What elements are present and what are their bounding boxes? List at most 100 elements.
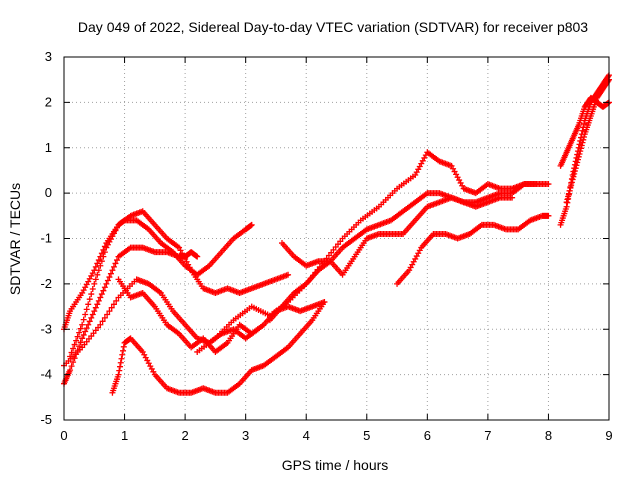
data-point — [576, 150, 583, 157]
data-point — [575, 153, 582, 160]
data-point — [569, 176, 576, 183]
data-point — [73, 337, 80, 344]
data-point — [110, 301, 117, 308]
data-point — [579, 127, 586, 134]
y-tick-label: -2 — [40, 276, 52, 291]
data-point — [571, 170, 578, 177]
data-point — [91, 280, 98, 287]
data-point — [565, 190, 572, 197]
data-point — [98, 258, 105, 265]
data-point — [117, 363, 124, 370]
data-point — [91, 308, 98, 315]
data-point — [100, 287, 107, 294]
data-point — [565, 193, 572, 200]
data-point — [578, 142, 585, 149]
series-9 — [266, 190, 516, 324]
x-tick-label: 9 — [605, 428, 612, 443]
data-point — [194, 253, 201, 260]
data-point — [82, 328, 89, 335]
data-point — [92, 276, 99, 283]
grid-lines — [64, 57, 609, 420]
data-point — [321, 299, 328, 306]
x-tick-label: 4 — [303, 428, 310, 443]
data-point — [605, 77, 612, 84]
data-point — [94, 271, 101, 278]
data-point — [89, 285, 96, 292]
data-point — [110, 263, 117, 270]
data-point — [97, 262, 104, 269]
data-point — [101, 249, 108, 256]
data-point — [567, 185, 574, 192]
data-point — [88, 314, 95, 321]
data-point — [101, 314, 108, 321]
data-point — [79, 335, 86, 342]
data-point — [545, 181, 552, 188]
series-13 — [563, 76, 612, 206]
axis-ticks: 0 1 2 3 4 5 6 7 8 9 -5 -4 -3 -2 -1 0 1 2 3 — [40, 49, 612, 443]
data-point — [98, 291, 105, 298]
x-axis-label: GPS time / hours — [282, 457, 389, 473]
data-point — [118, 355, 125, 362]
data-point — [71, 355, 78, 362]
data-point — [94, 260, 101, 267]
data-point — [109, 267, 116, 274]
data-point — [570, 173, 577, 180]
data-point — [86, 318, 93, 325]
data-point — [100, 253, 107, 260]
data-point — [285, 271, 292, 278]
x-tick-label: 2 — [181, 428, 188, 443]
data-point — [106, 308, 113, 315]
data-point — [580, 136, 587, 143]
data-point — [73, 351, 80, 358]
data-point — [86, 296, 93, 303]
y-tick-label: -1 — [40, 231, 52, 246]
data-point — [92, 263, 99, 270]
data-point — [88, 291, 95, 298]
data-point — [564, 196, 571, 203]
data-point — [103, 280, 110, 287]
data-point — [80, 316, 87, 323]
data-point — [67, 353, 74, 360]
series-7 — [194, 149, 552, 355]
data-point — [107, 270, 114, 277]
data-point — [71, 341, 78, 348]
data-point — [117, 359, 124, 366]
data-point — [83, 325, 90, 332]
x-tick-label: 7 — [484, 428, 491, 443]
y-tick-label: 1 — [45, 140, 52, 155]
data-point — [95, 257, 102, 264]
data-point — [120, 343, 127, 350]
data-point — [89, 311, 96, 318]
data-point — [70, 359, 77, 366]
data-point — [568, 179, 575, 186]
data-point — [92, 304, 99, 311]
data-point — [101, 284, 108, 291]
data-point — [77, 325, 84, 332]
data-point — [97, 294, 104, 301]
data-point — [566, 187, 573, 194]
data-point — [68, 349, 75, 356]
data-point — [95, 267, 102, 274]
x-tick-label: 1 — [121, 428, 128, 443]
data-point — [79, 321, 86, 328]
data-point — [113, 257, 120, 264]
series-5 — [109, 299, 328, 396]
data-point — [104, 277, 111, 284]
data-point — [74, 347, 81, 354]
y-axis-label: SDTVAR / TECUs — [7, 183, 23, 295]
data-point — [119, 351, 126, 358]
data-point — [533, 181, 540, 188]
data-point — [116, 367, 123, 374]
data-point — [113, 297, 120, 304]
y-tick-label: 3 — [45, 49, 52, 64]
data-point — [571, 168, 578, 175]
data-point — [581, 133, 588, 140]
y-tick-label: -4 — [40, 367, 52, 382]
data-point — [97, 321, 104, 328]
y-tick-label: -5 — [40, 412, 52, 427]
data-point — [112, 260, 119, 267]
x-tick-label: 6 — [424, 428, 431, 443]
data-point — [545, 212, 552, 219]
data-point — [76, 329, 83, 336]
